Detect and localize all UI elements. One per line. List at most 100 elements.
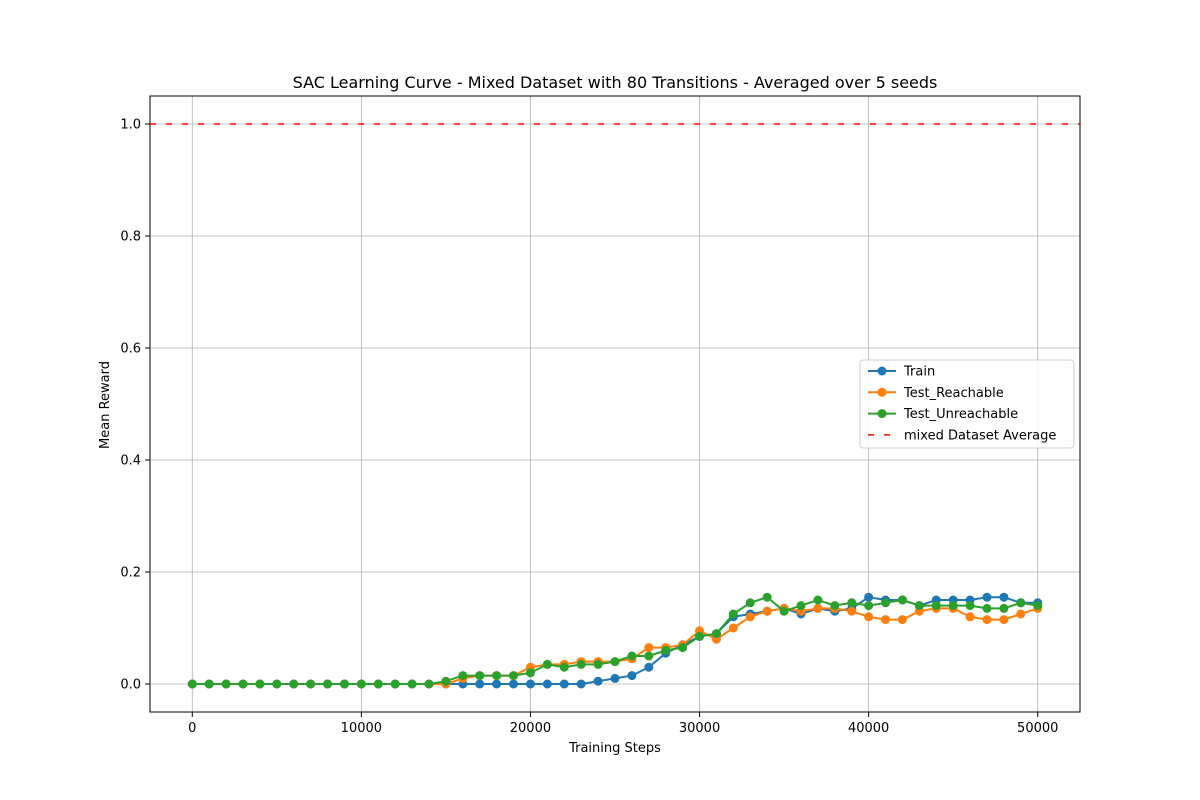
data-point	[289, 679, 299, 689]
data-point	[576, 679, 586, 689]
data-point	[525, 668, 535, 678]
legend-marker	[877, 409, 887, 419]
data-point	[610, 657, 620, 667]
data-point	[559, 679, 569, 689]
data-point	[762, 606, 772, 616]
data-point	[407, 679, 417, 689]
data-point	[458, 671, 468, 681]
data-point	[864, 601, 874, 611]
data-point	[965, 612, 975, 622]
data-point	[221, 679, 231, 689]
data-point	[728, 623, 738, 633]
data-point	[542, 679, 552, 689]
data-point	[644, 643, 654, 653]
data-point	[323, 679, 333, 689]
x-tick-label: 50000	[1017, 721, 1058, 736]
data-point	[424, 679, 434, 689]
data-point	[525, 679, 535, 689]
data-point	[627, 671, 637, 681]
data-point	[1016, 609, 1026, 619]
y-tick-label: 1.0	[120, 118, 141, 133]
data-point	[475, 671, 485, 681]
data-point	[695, 631, 705, 641]
legend-label: Test_Reachable	[903, 386, 1004, 401]
y-axis-label: Mean Reward	[98, 361, 113, 449]
x-tick-label: 10000	[341, 721, 382, 736]
data-point	[1033, 601, 1043, 611]
data-point	[847, 598, 857, 608]
data-point	[509, 671, 519, 681]
data-point	[982, 592, 992, 602]
legend-entry: Test_Reachable	[868, 386, 1004, 401]
data-point	[948, 601, 958, 611]
data-point	[559, 662, 569, 672]
data-point	[306, 679, 316, 689]
legend-marker	[877, 387, 887, 397]
data-point	[813, 603, 823, 613]
series-layer	[150, 123, 1080, 689]
data-point	[509, 679, 519, 689]
data-point	[897, 595, 907, 605]
data-point	[745, 612, 755, 622]
data-point	[1016, 598, 1026, 608]
data-point	[745, 598, 755, 608]
data-point	[728, 609, 738, 619]
data-point	[542, 659, 552, 669]
legend-box	[859, 359, 1075, 449]
series-test-unreachable	[187, 592, 1043, 689]
data-point	[272, 679, 282, 689]
data-point	[914, 601, 924, 611]
data-point	[678, 643, 688, 653]
data-point	[897, 615, 907, 625]
data-point	[593, 659, 603, 669]
legend-entry: Train	[868, 365, 935, 380]
legend-label: Train	[903, 365, 935, 380]
series-line	[192, 596, 1038, 685]
series-line	[192, 596, 1038, 685]
data-point	[339, 679, 349, 689]
data-point	[356, 679, 366, 689]
data-point	[441, 676, 451, 686]
x-axis-label: Training Steps	[568, 741, 661, 756]
data-point	[204, 679, 214, 689]
data-point	[187, 679, 197, 689]
data-point	[255, 679, 265, 689]
data-point	[999, 592, 1009, 602]
data-point	[864, 612, 874, 622]
data-point	[965, 601, 975, 611]
ticks: 0 10000 20000 30000 40000 50000 0.0 0.2 0.4 0.6 0.…	[120, 118, 1058, 737]
data-point	[982, 615, 992, 625]
data-point	[711, 629, 721, 639]
data-point	[661, 645, 671, 655]
data-point	[492, 679, 502, 689]
y-tick-label: 0.8	[120, 230, 141, 245]
plot-frame	[149, 95, 1081, 713]
data-point	[762, 592, 772, 602]
data-point	[847, 606, 857, 616]
data-point	[931, 601, 941, 611]
data-point	[593, 676, 603, 686]
legend: Train Test_Reachable Test_Unreachablemixed…	[859, 359, 1075, 449]
data-point	[881, 598, 891, 608]
y-tick-label: 0.4	[120, 454, 141, 469]
x-tick-label: 20000	[510, 721, 551, 736]
data-point	[830, 601, 840, 611]
series-train	[187, 592, 1043, 689]
data-point	[779, 606, 789, 616]
data-point	[238, 679, 248, 689]
y-tick-label: 0.2	[120, 566, 141, 581]
y-tick-label: 0.0	[120, 678, 141, 693]
legend-entry: Test_Unreachable	[868, 407, 1018, 422]
y-tick-label: 0.6	[120, 342, 141, 357]
data-point	[982, 603, 992, 613]
chart-title: SAC Learning Curve - Mixed Dataset with …	[293, 73, 938, 92]
axes	[149, 95, 1081, 713]
data-point	[492, 671, 502, 681]
legend-marker	[877, 366, 887, 376]
x-tick-label: 30000	[679, 721, 720, 736]
data-point	[475, 679, 485, 689]
legend-label: mixed Dataset Average	[904, 428, 1056, 443]
data-point	[999, 603, 1009, 613]
data-point	[864, 592, 874, 602]
